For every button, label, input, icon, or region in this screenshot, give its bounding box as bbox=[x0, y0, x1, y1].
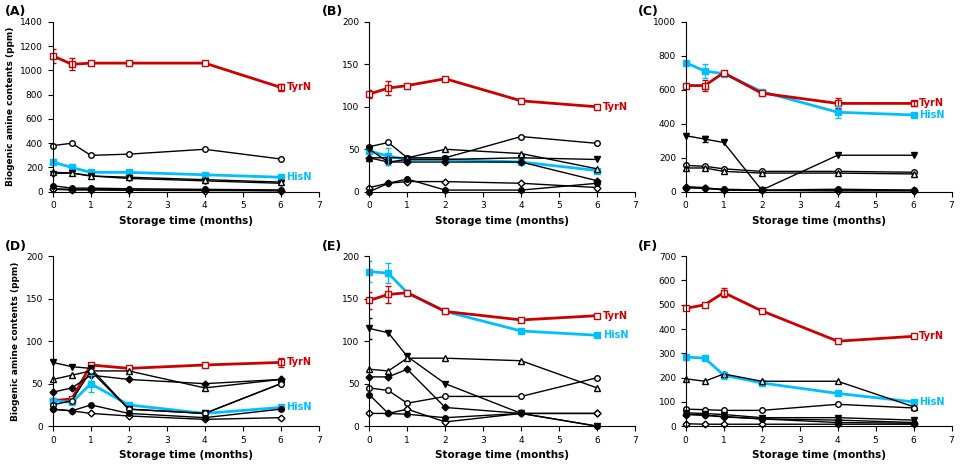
Y-axis label: Biogenic amine contents (ppm): Biogenic amine contents (ppm) bbox=[12, 261, 20, 421]
Text: HisN: HisN bbox=[603, 330, 629, 340]
Y-axis label: Biogenic amine contents (ppm): Biogenic amine contents (ppm) bbox=[6, 27, 14, 186]
Text: (E): (E) bbox=[322, 240, 342, 253]
X-axis label: Storage time (months): Storage time (months) bbox=[119, 216, 252, 226]
Text: TyrN: TyrN bbox=[920, 331, 945, 341]
Text: TyrN: TyrN bbox=[603, 102, 628, 112]
Text: HisN: HisN bbox=[920, 397, 945, 407]
Text: (B): (B) bbox=[322, 6, 343, 19]
Text: TyrN: TyrN bbox=[286, 82, 311, 92]
Text: (F): (F) bbox=[637, 240, 659, 253]
X-axis label: Storage time (months): Storage time (months) bbox=[435, 451, 569, 460]
X-axis label: Storage time (months): Storage time (months) bbox=[435, 216, 569, 226]
X-axis label: Storage time (months): Storage time (months) bbox=[752, 216, 886, 226]
Text: (C): (C) bbox=[637, 6, 659, 19]
Text: HisN: HisN bbox=[286, 172, 312, 182]
X-axis label: Storage time (months): Storage time (months) bbox=[119, 451, 252, 460]
Text: HisN: HisN bbox=[920, 110, 945, 120]
X-axis label: Storage time (months): Storage time (months) bbox=[752, 451, 886, 460]
Text: TyrN: TyrN bbox=[920, 98, 945, 109]
Text: HisN: HisN bbox=[286, 403, 312, 412]
Text: TyrN: TyrN bbox=[286, 357, 311, 367]
Text: (D): (D) bbox=[5, 240, 27, 253]
Text: TyrN: TyrN bbox=[603, 311, 628, 321]
Text: (A): (A) bbox=[5, 6, 26, 19]
